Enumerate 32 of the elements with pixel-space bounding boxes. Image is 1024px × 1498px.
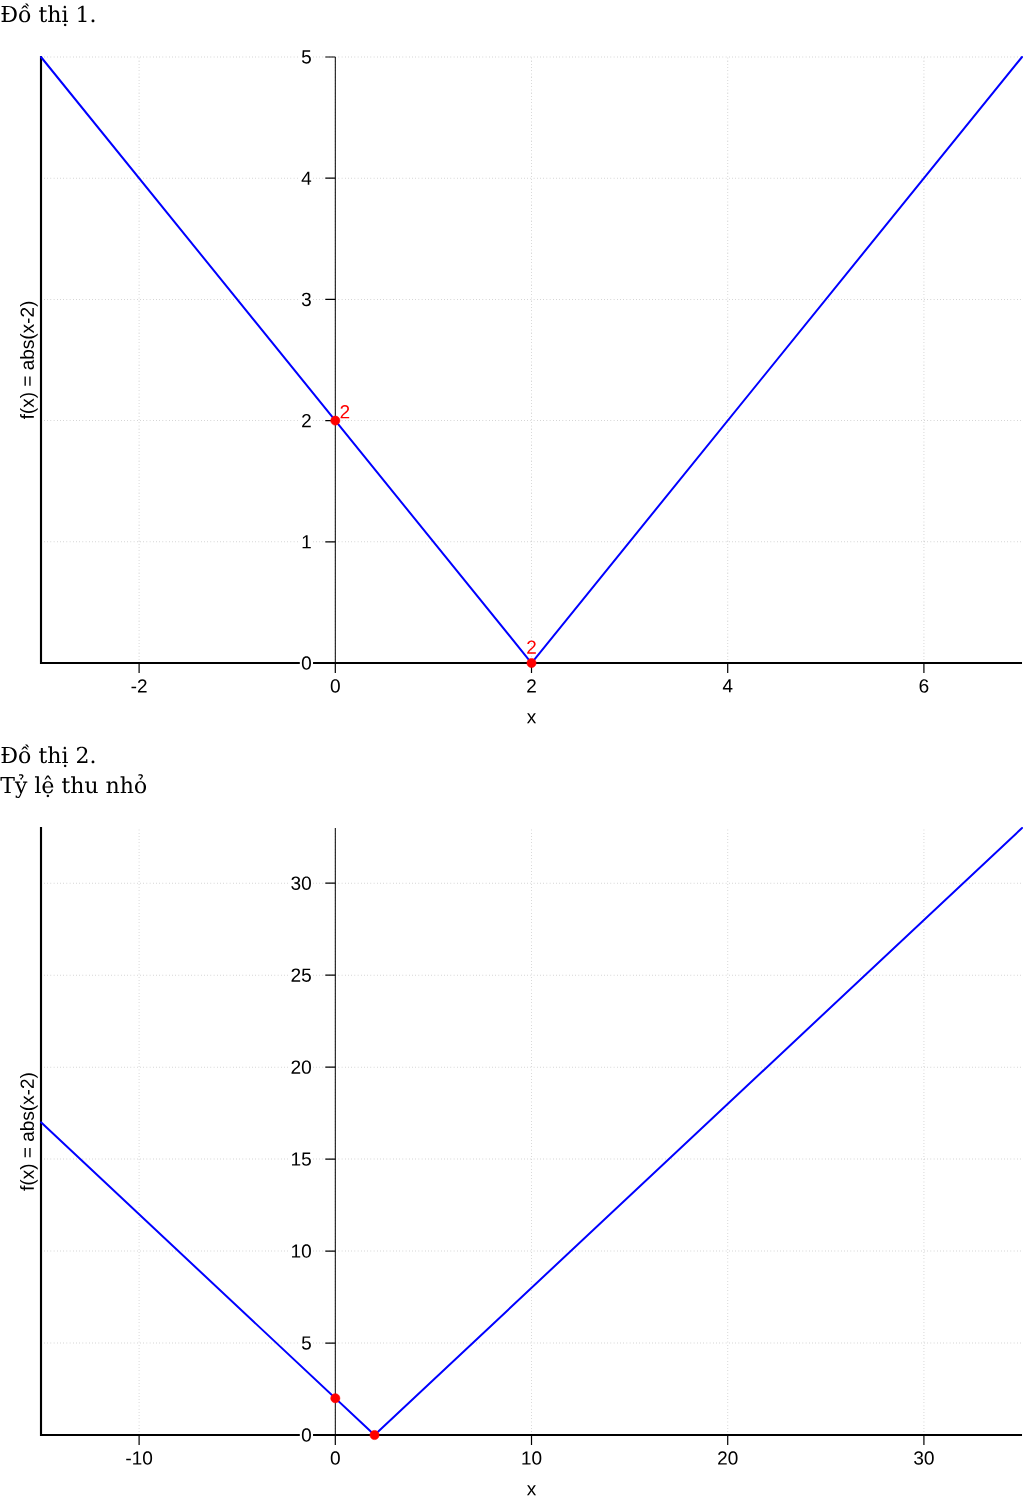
x-axis-title: x <box>526 713 537 724</box>
x-tick-label: 0 <box>330 1451 340 1465</box>
x-tick-label: 20 <box>718 1451 738 1465</box>
y-axis-title: f(x) = abs(x-2) <box>20 1073 38 1191</box>
y-tick-label: 25 <box>291 968 311 982</box>
y-tick-label: 20 <box>291 1060 311 1074</box>
y-tick-label: 10 <box>292 1244 311 1258</box>
y-tick-label: 5 <box>301 50 311 64</box>
x-tick-label: 4 <box>722 679 733 693</box>
x-tick-label: 0 <box>330 679 340 693</box>
annotation: 2 <box>527 640 536 654</box>
x-tick-label: 10 <box>522 1451 542 1465</box>
chart-title: Đồ thị 2. <box>1 744 95 768</box>
annotation: 2 <box>340 405 350 419</box>
x-tick-label: 30 <box>914 1451 934 1465</box>
y-tick-label: 1 <box>302 535 311 549</box>
x-axis-title: x <box>526 1485 537 1496</box>
y-axis-title: f(x) = abs(x-2) <box>20 301 38 420</box>
y-tick-label: 3 <box>301 292 311 307</box>
y-tick-label: 0 <box>301 1428 311 1442</box>
y-tick-label: 5 <box>301 1336 311 1350</box>
x-tick-label: -10 <box>126 1451 153 1465</box>
chart-title: Đồ thị 1. <box>1 3 95 27</box>
y-tick-label: 0 <box>301 656 311 670</box>
y-tick-label: 30 <box>291 876 311 890</box>
y-tick-label: 15 <box>292 1152 311 1166</box>
chart-subtitle: Tỷ lệ thu nhỏ <box>0 774 147 798</box>
y-tick-label: 4 <box>301 171 312 185</box>
y-tick-label: 2 <box>302 413 311 428</box>
x-tick-label: 2 <box>527 679 536 693</box>
x-tick-label: -2 <box>131 679 147 693</box>
x-tick-label: 6 <box>919 679 929 693</box>
